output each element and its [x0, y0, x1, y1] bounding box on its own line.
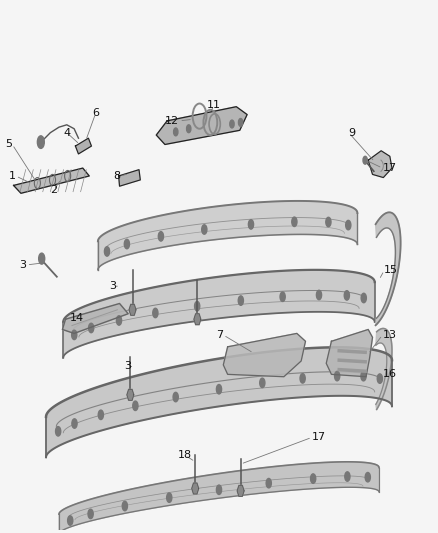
Circle shape — [248, 220, 254, 229]
Text: 8: 8 — [113, 171, 120, 181]
Text: 7: 7 — [216, 330, 223, 340]
Text: 17: 17 — [382, 163, 396, 173]
Text: 14: 14 — [70, 313, 84, 322]
Circle shape — [56, 426, 61, 436]
Circle shape — [194, 302, 200, 311]
Circle shape — [266, 479, 272, 488]
Circle shape — [316, 290, 321, 300]
Circle shape — [363, 156, 367, 164]
Polygon shape — [46, 348, 392, 457]
Circle shape — [361, 372, 366, 381]
Circle shape — [335, 372, 340, 381]
Polygon shape — [368, 151, 392, 177]
Circle shape — [300, 374, 305, 383]
Text: 17: 17 — [312, 432, 326, 442]
Circle shape — [173, 392, 178, 402]
Circle shape — [187, 125, 191, 133]
Text: 11: 11 — [207, 100, 221, 110]
Polygon shape — [75, 138, 92, 154]
Text: 5: 5 — [5, 140, 12, 149]
Polygon shape — [59, 462, 379, 533]
Circle shape — [216, 485, 222, 495]
Circle shape — [346, 220, 351, 230]
Circle shape — [88, 323, 94, 333]
Circle shape — [173, 128, 178, 136]
Circle shape — [133, 401, 138, 410]
Circle shape — [166, 493, 172, 503]
Polygon shape — [376, 328, 392, 409]
Polygon shape — [64, 270, 374, 358]
Circle shape — [216, 384, 222, 394]
Circle shape — [153, 308, 158, 318]
Polygon shape — [326, 329, 372, 377]
Polygon shape — [14, 168, 89, 193]
Circle shape — [202, 225, 207, 234]
Polygon shape — [63, 303, 128, 334]
Text: 12: 12 — [165, 116, 179, 126]
Circle shape — [326, 217, 331, 227]
Circle shape — [365, 472, 371, 482]
Circle shape — [361, 293, 366, 303]
Text: 16: 16 — [382, 369, 396, 379]
Polygon shape — [237, 486, 244, 496]
Circle shape — [280, 292, 285, 302]
Circle shape — [124, 239, 130, 249]
Polygon shape — [376, 212, 401, 325]
Polygon shape — [127, 390, 134, 400]
Circle shape — [72, 330, 77, 340]
Circle shape — [238, 118, 243, 126]
Circle shape — [292, 217, 297, 227]
Polygon shape — [129, 304, 136, 315]
Circle shape — [88, 509, 93, 519]
Circle shape — [345, 472, 350, 481]
Text: 2: 2 — [50, 185, 57, 195]
Text: 3: 3 — [125, 361, 132, 372]
Circle shape — [117, 316, 122, 325]
Text: 9: 9 — [349, 128, 356, 138]
Circle shape — [37, 136, 44, 148]
Text: 1: 1 — [9, 171, 16, 181]
Text: 15: 15 — [384, 265, 398, 276]
Text: 18: 18 — [178, 450, 192, 461]
Text: 4: 4 — [63, 128, 71, 138]
Polygon shape — [194, 314, 201, 325]
Text: 3: 3 — [109, 281, 116, 291]
Circle shape — [311, 474, 316, 483]
Circle shape — [260, 378, 265, 387]
Circle shape — [67, 516, 73, 525]
Polygon shape — [223, 334, 305, 377]
Circle shape — [158, 232, 163, 241]
Circle shape — [104, 247, 110, 256]
Polygon shape — [156, 107, 247, 144]
Text: 6: 6 — [92, 108, 99, 118]
Circle shape — [238, 296, 244, 305]
Circle shape — [377, 374, 382, 383]
Text: 13: 13 — [382, 330, 396, 340]
Circle shape — [344, 290, 350, 300]
Circle shape — [98, 410, 103, 419]
Polygon shape — [119, 169, 140, 186]
Circle shape — [39, 253, 45, 264]
Circle shape — [122, 502, 127, 511]
Polygon shape — [98, 201, 357, 270]
Circle shape — [230, 120, 234, 128]
Polygon shape — [192, 483, 199, 494]
Text: 3: 3 — [20, 260, 27, 270]
Circle shape — [72, 419, 77, 428]
